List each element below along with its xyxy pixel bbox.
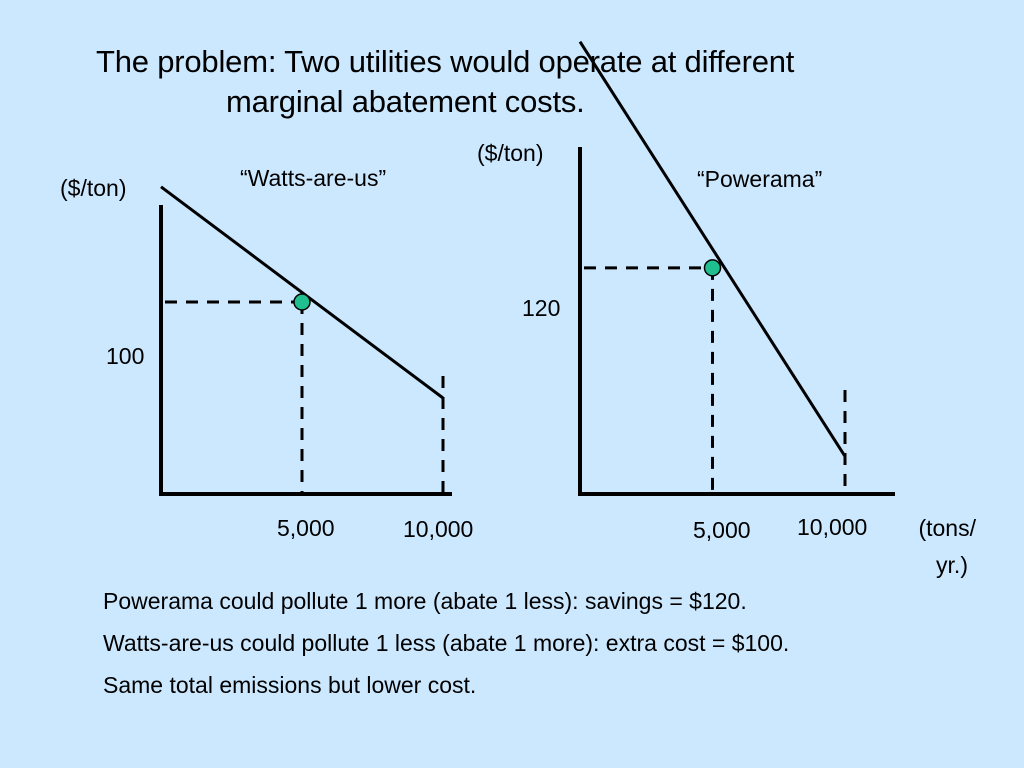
note-powerama: Powerama could pollute 1 more (abate 1 l… [103,588,747,614]
watts-y-unit-label: ($/ton) [60,175,126,201]
powerama-y-unit-label: ($/ton) [477,140,543,166]
note-conclusion: Same total emissions but lower cost. [103,672,477,698]
powerama-chart-title: “Powerama” [697,166,822,192]
watts-chart-title: “Watts-are-us” [240,165,386,191]
slide-title: The problem: Two utilities would operate… [96,42,976,122]
watts-x-tick-10000: 10,000 [403,516,473,542]
note-watts: Watts-are-us could pollute 1 less (abate… [103,630,790,656]
powerama-x-unit-label-line1: (tons/ [918,515,976,541]
watts-x-tick-5000: 5,000 [277,515,335,541]
title-line-2: marginal abatement costs. [226,84,585,119]
title-line-1: The problem: Two utilities would operate… [96,44,795,79]
watts-equilibrium-point [293,293,311,311]
powerama-x-unit-label-line2: yr.) [936,552,968,578]
watts-mac-curve [160,185,444,400]
powerama-equilibrium-point [703,259,722,277]
explanation-notes: Powerama could pollute 1 more (abate 1 l… [103,580,1003,706]
watts-y-tick: 100 [106,343,144,369]
chart-powerama: ($/ton) “Powerama” 120 5,000 10,000 (ton… [477,40,977,578]
powerama-x-tick-5000: 5,000 [693,517,751,543]
powerama-y-tick: 120 [522,295,560,321]
powerama-mac-curve [578,40,847,458]
chart-watts-are-us: ($/ton) “Watts-are-us” 100 5,000 10,000 [60,165,473,542]
powerama-x-tick-10000: 10,000 [797,514,867,540]
